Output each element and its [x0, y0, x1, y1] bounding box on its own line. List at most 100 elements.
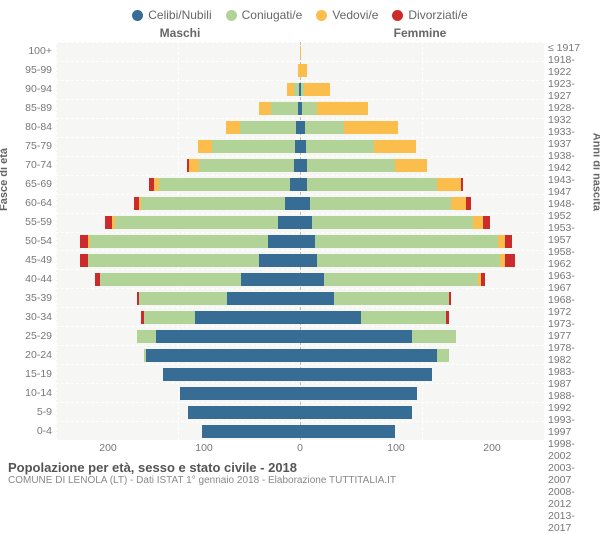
age-label: 80-84	[4, 118, 52, 137]
age-label: 100+	[4, 42, 52, 61]
age-label: 75-79	[4, 137, 52, 156]
male-bar	[56, 100, 300, 118]
header-male: Maschi	[60, 26, 300, 40]
pyramid-row	[56, 326, 544, 345]
year-label: 1998-2002	[548, 438, 596, 462]
female-bar	[300, 81, 544, 99]
age-label: 65-69	[4, 175, 52, 194]
pyramid-row	[56, 61, 544, 80]
female-bar	[300, 138, 544, 156]
male-bar	[56, 233, 300, 251]
year-label: 1948-1952	[548, 198, 596, 222]
male-bar	[56, 270, 300, 288]
pyramid-row	[56, 137, 544, 156]
female-bar	[300, 157, 544, 175]
male-bar	[56, 384, 300, 402]
pyramid-row	[56, 307, 544, 326]
year-label: ≤ 1917	[548, 42, 596, 54]
pyramid-row	[56, 383, 544, 402]
pyramid-row	[56, 118, 544, 137]
year-label: 1928-1932	[548, 102, 596, 126]
age-label: 15-19	[4, 364, 52, 383]
population-pyramid: Fasce di età Anni di nascita 100+95-9990…	[0, 42, 600, 440]
male-bar	[56, 403, 300, 421]
female-bar	[300, 119, 544, 137]
year-label: 2003-2007	[548, 462, 596, 486]
pyramid-row	[56, 269, 544, 288]
male-bar	[56, 422, 300, 440]
age-label: 85-89	[4, 99, 52, 118]
male-bar	[56, 327, 300, 345]
year-label: 1953-1957	[548, 222, 596, 246]
pyramid-row	[56, 421, 544, 440]
female-bar	[300, 365, 544, 383]
male-bar	[56, 157, 300, 175]
year-label: 1983-1987	[548, 366, 596, 390]
legend-swatch	[132, 10, 143, 21]
legend-item: Celibi/Nubili	[132, 8, 211, 22]
year-label: 1973-1977	[548, 318, 596, 342]
age-label: 95-99	[4, 61, 52, 80]
age-label: 50-54	[4, 232, 52, 251]
female-bar	[300, 214, 544, 232]
female-bar	[300, 43, 544, 61]
legend-item: Vedovi/e	[316, 8, 378, 22]
age-label: 10-14	[4, 383, 52, 402]
x-tick: 100	[387, 442, 405, 454]
year-label: 1978-1982	[548, 342, 596, 366]
year-label: 1938-1942	[548, 150, 596, 174]
pyramid-row	[56, 402, 544, 421]
age-label: 55-59	[4, 213, 52, 232]
age-label: 40-44	[4, 269, 52, 288]
legend: Celibi/Nubili Coniugati/e Vedovi/e Divorzia…	[0, 0, 600, 26]
pyramid-row	[56, 99, 544, 118]
pyramid-row	[56, 194, 544, 213]
legend-label: Vedovi/e	[332, 8, 378, 22]
birth-year-axis: ≤ 19171918-19221923-19271928-19321933-19…	[544, 42, 596, 440]
plot-area	[56, 42, 544, 440]
male-bar	[56, 138, 300, 156]
legend-label: Celibi/Nubili	[148, 8, 211, 22]
pyramid-row	[56, 175, 544, 194]
female-bar	[300, 62, 544, 80]
year-label: 1933-1937	[548, 126, 596, 150]
female-bar	[300, 422, 544, 440]
female-bar	[300, 251, 544, 269]
male-bar	[56, 346, 300, 364]
year-label: 1988-1992	[548, 390, 596, 414]
female-bar	[300, 384, 544, 402]
female-bar	[300, 308, 544, 326]
age-label: 25-29	[4, 326, 52, 345]
age-axis: 100+95-9990-9485-8980-8475-7970-7465-696…	[4, 42, 56, 440]
year-label: 1923-1927	[548, 78, 596, 102]
female-bar	[300, 403, 544, 421]
male-bar	[56, 81, 300, 99]
age-label: 0-4	[4, 421, 52, 440]
legend-item: Divorziati/e	[392, 8, 467, 22]
male-bar	[56, 365, 300, 383]
female-bar	[300, 327, 544, 345]
legend-swatch	[316, 10, 327, 21]
yaxis-right-label: Anni di nascita	[590, 133, 600, 211]
pyramid-row	[56, 80, 544, 99]
female-bar	[300, 289, 544, 307]
age-label: 20-24	[4, 345, 52, 364]
male-bar	[56, 43, 300, 61]
female-bar	[300, 346, 544, 364]
x-tick: 0	[297, 442, 303, 454]
pyramid-row	[56, 232, 544, 251]
year-label: 2008-2012	[548, 486, 596, 510]
male-bar	[56, 195, 300, 213]
legend-item: Coniugati/e	[226, 8, 303, 22]
pyramid-row	[56, 250, 544, 269]
x-tick: 200	[99, 442, 117, 454]
x-axis: 2001000100200	[0, 440, 600, 456]
year-label: 2013-2017	[548, 510, 596, 534]
age-label: 30-34	[4, 307, 52, 326]
pyramid-row	[56, 345, 544, 364]
pyramid-row	[56, 364, 544, 383]
x-tick: 100	[195, 442, 213, 454]
chart-footer: Popolazione per età, sesso e stato civil…	[0, 456, 600, 486]
age-label: 90-94	[4, 80, 52, 99]
female-bar	[300, 233, 544, 251]
